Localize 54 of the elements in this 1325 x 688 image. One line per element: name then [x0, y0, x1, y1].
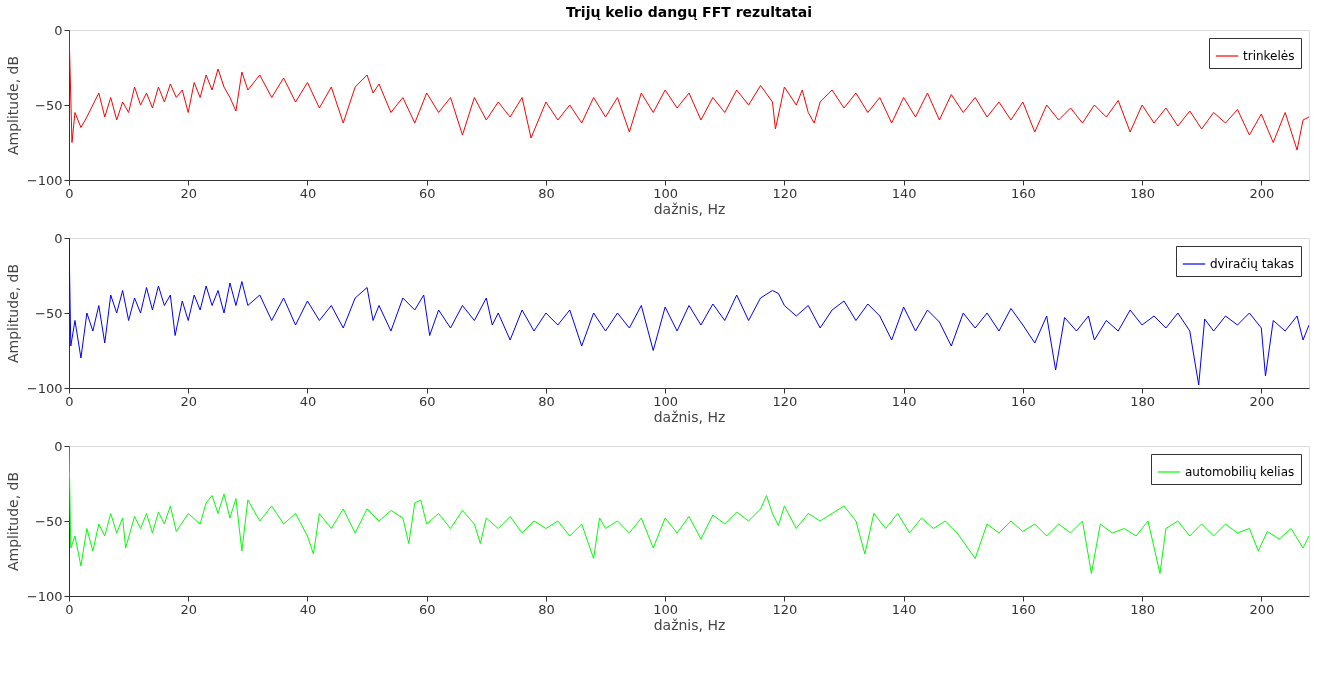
x-tick-label: 200: [1249, 601, 1275, 617]
y-tick-label: −50: [35, 513, 63, 529]
x-tick-label: 180: [1130, 185, 1155, 201]
y-axis-title: Amplitude, dB: [4, 263, 21, 364]
x-tick-label: 80: [538, 185, 555, 201]
x-tick-label: 0: [65, 393, 74, 409]
x-tick-label: 80: [538, 393, 555, 409]
y-tick-label: 0: [54, 438, 63, 454]
y-tick-label: 0: [54, 230, 63, 246]
x-axis-title: dažnis, Hz: [653, 616, 726, 633]
x-tick-label: 80: [538, 601, 555, 617]
x-tick-label: 140: [891, 185, 917, 201]
x-tick-label: 20: [180, 393, 197, 409]
x-axis-title: dažnis, Hz: [653, 200, 726, 217]
x-tick-label: 120: [772, 601, 798, 617]
chart-title: Trijų kelio dangų FFT rezultatai: [565, 4, 813, 20]
x-tick-label: 180: [1130, 601, 1155, 617]
x-tick-label: 120: [772, 185, 798, 201]
x-tick-label: 140: [891, 601, 917, 617]
x-tick-label: 20: [180, 601, 197, 617]
x-tick-label: 140: [891, 393, 917, 409]
x-tick-label: 100: [653, 185, 679, 201]
x-tick-label: 40: [299, 601, 317, 617]
x-tick-label: 160: [1010, 393, 1036, 409]
x-axis-title: dažnis, Hz: [653, 408, 726, 425]
x-tick-label: 180: [1130, 393, 1155, 409]
line-series: [69, 30, 1309, 151]
y-tick-label: −100: [26, 588, 63, 604]
y-axis-title: Amplitude, dB: [4, 471, 21, 572]
x-tick-label: 0: [65, 601, 74, 617]
x-tick-label: 120: [772, 393, 798, 409]
y-tick-label: 0: [54, 22, 63, 38]
legend-label: automobilių kelias: [1185, 465, 1295, 479]
x-tick-label: 0: [65, 185, 74, 201]
x-tick-label: 60: [418, 393, 436, 409]
x-tick-label: 160: [1010, 185, 1036, 201]
x-tick-label: 100: [653, 393, 679, 409]
x-tick-label: 40: [299, 185, 317, 201]
x-tick-label: 200: [1249, 185, 1275, 201]
x-tick-label: 160: [1010, 601, 1036, 617]
y-tick-label: −100: [26, 172, 63, 188]
y-tick-label: −100: [26, 380, 63, 396]
x-tick-label: 100: [653, 601, 679, 617]
x-tick-label: 60: [418, 185, 436, 201]
legend-label: trinkelės: [1243, 49, 1295, 63]
x-tick-label: 200: [1249, 393, 1275, 409]
legend-label: dviračių takas: [1210, 257, 1295, 271]
x-tick-label: 60: [418, 601, 436, 617]
x-tick-label: 20: [180, 185, 197, 201]
y-axis-title: Amplitude, dB: [4, 55, 21, 156]
y-tick-label: −50: [35, 305, 63, 321]
y-tick-label: −50: [35, 97, 63, 113]
x-tick-label: 40: [299, 393, 317, 409]
line-series: [69, 446, 1309, 574]
